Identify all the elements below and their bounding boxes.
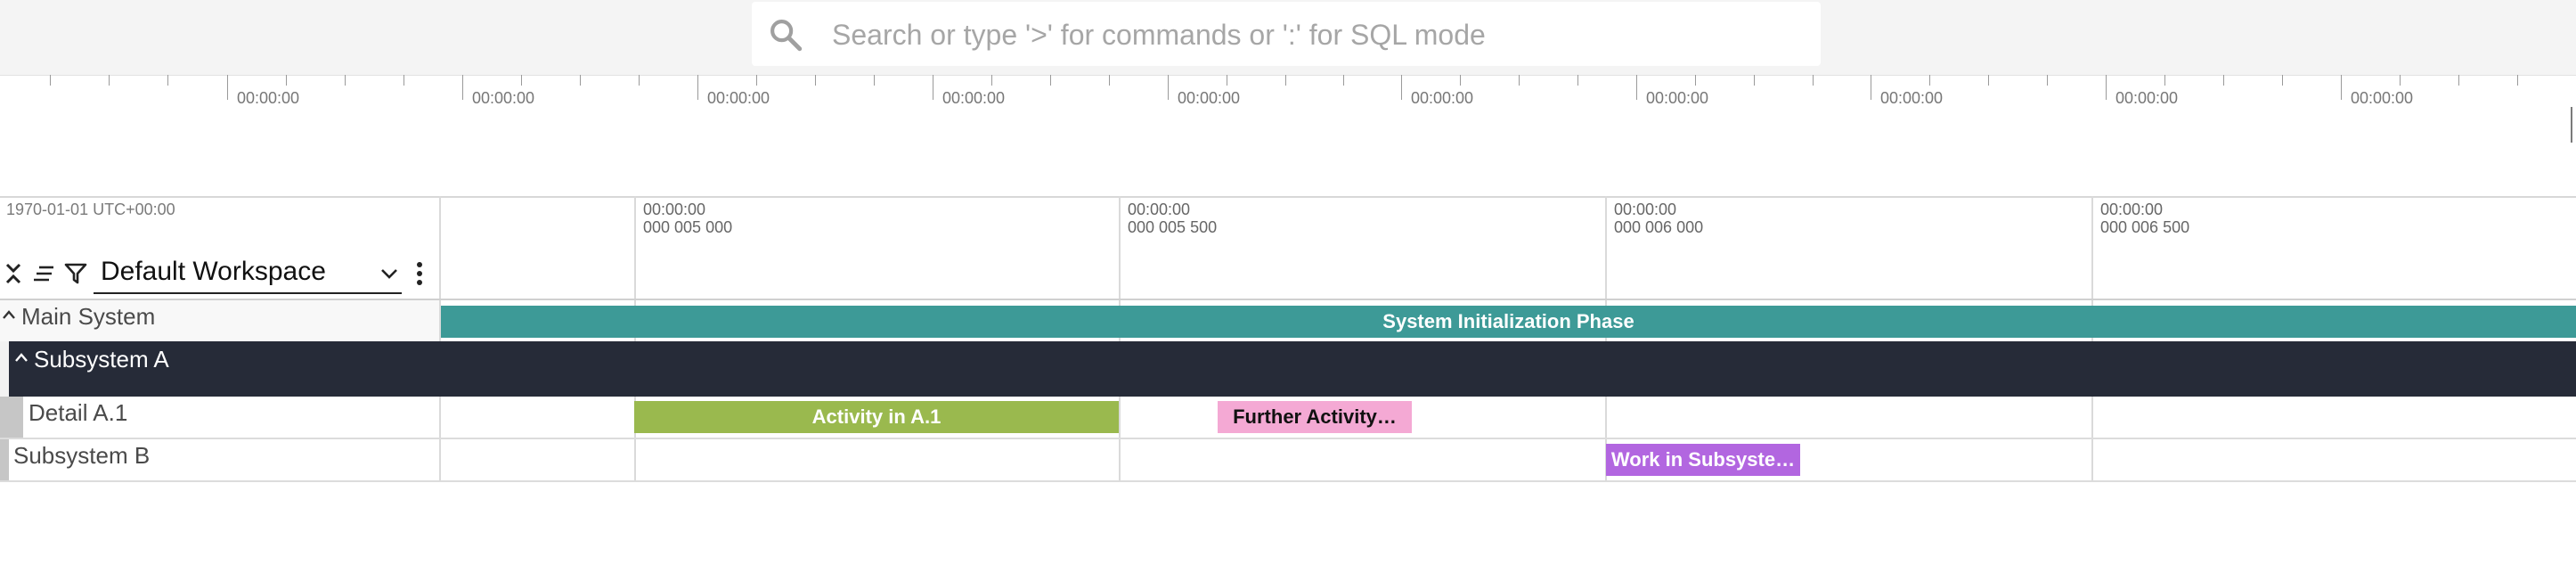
time-tick-sublabel: 000 006 000 [1614,218,1704,236]
chevron-up-icon[interactable] [14,352,29,363]
overview-minor-tick [1460,75,1461,86]
overview-tick-label: 00:00:00 [2115,89,2179,107]
overview-tick [2341,75,2342,100]
overview-minor-tick [991,75,992,86]
slice-work-in-subsystem-b[interactable]: Work in Subsyste… [1606,444,1800,476]
overview-tick-label: 00:00:00 [1880,89,1944,107]
overview-minor-tick [1285,75,1286,86]
grid-line [1119,196,1121,481]
search-input[interactable]: Search or type '>' for commands or ':' f… [832,19,1486,51]
overview-minor-tick [1577,75,1578,86]
overview-tick [227,75,228,100]
overview-tick [697,75,698,100]
overview-tick-label: 00:00:00 [1411,89,1474,107]
overview-minor-tick [1343,75,1344,86]
omnibox[interactable]: Search or type '>' for commands or ':' f… [752,2,1821,66]
overview-minor-tick [345,75,346,86]
overview-tick [1401,75,1402,100]
overview-minor-tick [2517,75,2518,86]
overview-minor-tick [2400,75,2401,86]
header-separator [0,196,2576,198]
overview-minor-tick [1929,75,1930,86]
overview-minor-tick [756,75,757,86]
overview-minor-tick [815,75,816,86]
overview-tick-label: 00:00:00 [237,89,300,107]
overview-minor-tick [2458,75,2459,86]
overview-tick [2106,75,2107,100]
overview-minor-tick [639,75,640,86]
filter-icon[interactable] [64,262,87,285]
overview-tick-label: 00:00:00 [2351,89,2414,107]
track-shell-main-system[interactable] [0,300,439,341]
overview-window-handle[interactable] [2571,107,2572,143]
workspace-select[interactable]: Default Workspace [94,255,402,294]
overview-minor-tick [521,75,522,86]
time-origin-label: 1970-01-01 UTC+00:00 [6,201,175,218]
overview-minor-tick [580,75,581,86]
overview-minor-tick [1109,75,1110,86]
time-tick-label: 00:00:00 [2100,201,2164,218]
grid-line [1605,196,1607,481]
track-name-detail-a1: Detail A.1 [29,399,128,426]
toolbar-separator [0,299,2576,300]
overview-tick [1168,75,1169,100]
overview-minor-tick [2047,75,2048,86]
grid-line [2091,196,2093,481]
track-name-subsystem-b: Subsystem B [13,442,151,469]
time-tick-label: 00:00:00 [1614,201,1677,218]
track-shell-detail-a1[interactable] [23,397,439,438]
overview-tick-label: 00:00:00 [707,89,770,107]
track-group-subsystem-a[interactable] [0,341,2576,397]
overview-tick-label: 00:00:00 [1178,89,1241,107]
overview-minor-tick [167,75,168,86]
overview-tick [1636,75,1637,100]
track-name-subsystem-a: Subsystem A [34,346,169,373]
overview-minor-tick [2223,75,2224,86]
overview-minor-tick [1519,75,1520,86]
time-tick-label: 00:00:00 [1128,201,1191,218]
overview-minor-tick [1050,75,1051,86]
search-icon [770,20,803,52]
sort-icon[interactable] [32,264,55,283]
slice-activity-in-a1[interactable]: Activity in A.1 [634,401,1119,433]
overview-minor-tick [1754,75,1755,86]
slice-further-activity[interactable]: Further Activity… [1218,401,1412,433]
track-indent-bar [0,341,9,397]
overview-minor-tick [1813,75,1814,86]
overview-minor-tick [1988,75,1989,86]
overview-minor-tick [109,75,110,86]
time-tick-sublabel: 000 005 000 [643,218,733,236]
more-vertical-icon[interactable] [415,260,424,287]
chevron-up-icon[interactable] [2,309,16,320]
overview-minor-tick [1695,75,1696,86]
overview-tick-label: 00:00:00 [942,89,1006,107]
row-separator [0,480,2576,482]
track-panel-divider[interactable] [439,196,441,481]
chevron-down-icon [381,269,397,279]
overview-tick [462,75,463,100]
time-tick-sublabel: 000 005 500 [1128,218,1218,236]
row-separator [0,438,2576,439]
time-tick-sublabel: 000 006 500 [2100,218,2190,236]
slice-system-initialization-phase[interactable]: System Initialization Phase [441,306,2576,338]
overview-minor-tick [2164,75,2165,86]
grid-line [634,196,636,481]
track-name-main-system: Main System [21,303,156,330]
overview-minor-tick [874,75,875,86]
overview-minor-tick [50,75,51,86]
overview-tick-label: 00:00:00 [472,89,535,107]
track-indent-bar [0,397,23,438]
overview-minor-tick [2282,75,2283,86]
workspace-select-value: Default Workspace [101,257,326,286]
overview-minor-tick [286,75,287,86]
time-tick-label: 00:00:00 [643,201,706,218]
overview-tick-label: 00:00:00 [1646,89,1709,107]
track-indent-bar [0,439,9,480]
collapse-all-icon[interactable] [4,261,23,286]
